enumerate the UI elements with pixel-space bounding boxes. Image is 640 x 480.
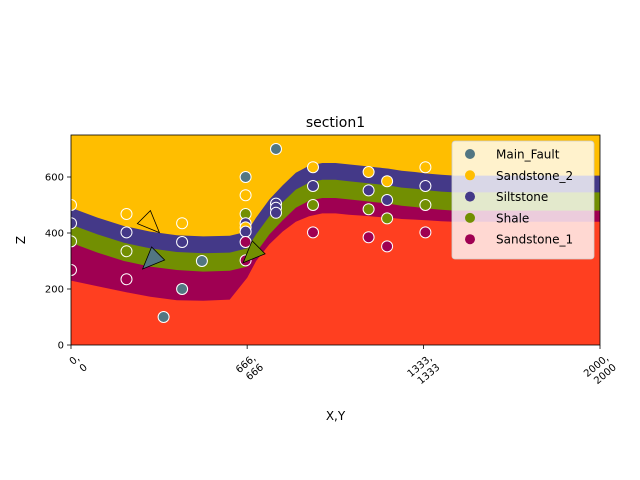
point-sandstone-1 <box>381 240 394 253</box>
point-sandstone-2 <box>362 166 375 178</box>
x-tick-label: 1333,1333 <box>406 353 443 387</box>
point-sandstone-2 <box>307 161 319 174</box>
point-siltstone <box>270 206 282 219</box>
point-sandstone-1 <box>239 236 252 248</box>
x-tick-label: 2000,2000 <box>582 353 619 387</box>
point-shale <box>362 203 375 216</box>
orientation-main-fault <box>141 246 166 270</box>
point-main-fault <box>270 143 282 155</box>
point-main-fault <box>195 255 208 267</box>
point-main-fault <box>239 171 252 183</box>
legend-entry: Sandstone_2 <box>496 169 573 183</box>
legend-marker <box>465 149 475 159</box>
point-sandstone-2 <box>120 208 133 220</box>
chart-title: section1 <box>306 115 365 131</box>
point-shale <box>419 199 432 211</box>
x-tick-label: 0,0 <box>68 353 90 375</box>
legend-marker <box>465 234 475 245</box>
point-shale <box>120 245 133 258</box>
point-siltstone <box>239 225 252 238</box>
legend-box <box>451 140 595 260</box>
legend: Main_Fault Sandstone_2 Siltstone Shale Sands… <box>451 140 595 260</box>
legend-marker <box>465 170 475 181</box>
point-sandstone-1 <box>362 231 375 244</box>
point-shale <box>307 199 319 211</box>
point-shale <box>71 235 77 248</box>
x-tick-label: 666,666 <box>234 353 266 383</box>
legend-entry: Siltstone <box>496 190 548 204</box>
y-axis-label: Z <box>14 236 28 244</box>
legend-entry: Main_Fault <box>496 148 560 162</box>
point-sandstone-1 <box>419 226 432 239</box>
x-axis-label: X,Y <box>326 409 346 423</box>
point-sandstone-2 <box>381 175 394 188</box>
point-siltstone <box>71 217 77 230</box>
point-siltstone <box>176 236 189 248</box>
point-sandstone-2 <box>71 199 77 211</box>
point-siltstone <box>419 180 432 192</box>
point-sandstone-1 <box>307 226 319 239</box>
point-main-fault <box>176 283 189 295</box>
y-tick-label: 0 <box>58 341 64 352</box>
svg-text:0: 0 <box>78 362 90 375</box>
point-sandstone-2 <box>176 217 189 230</box>
y-tick-label: 400 <box>45 229 64 240</box>
legend-marker <box>465 191 475 202</box>
legend-entry: Sandstone_1 <box>496 233 573 247</box>
point-main-fault <box>157 311 170 323</box>
point-sandstone-2 <box>419 161 432 174</box>
point-shale <box>381 212 394 225</box>
legend-marker <box>465 212 475 223</box>
point-siltstone <box>307 180 319 192</box>
point-siltstone <box>362 184 375 197</box>
point-siltstone <box>120 226 133 239</box>
point-sandstone-2 <box>239 189 252 202</box>
orientation-shale <box>242 240 266 264</box>
legend-entry: Shale <box>496 211 529 225</box>
orientation-sandstone-2 <box>136 209 161 234</box>
point-sandstone-1 <box>71 264 77 276</box>
y-tick-label: 200 <box>45 285 64 296</box>
point-siltstone <box>381 194 394 206</box>
point-sandstone-1 <box>120 273 133 286</box>
plot-frame <box>70 134 601 346</box>
y-tick-label: 600 <box>45 173 64 184</box>
